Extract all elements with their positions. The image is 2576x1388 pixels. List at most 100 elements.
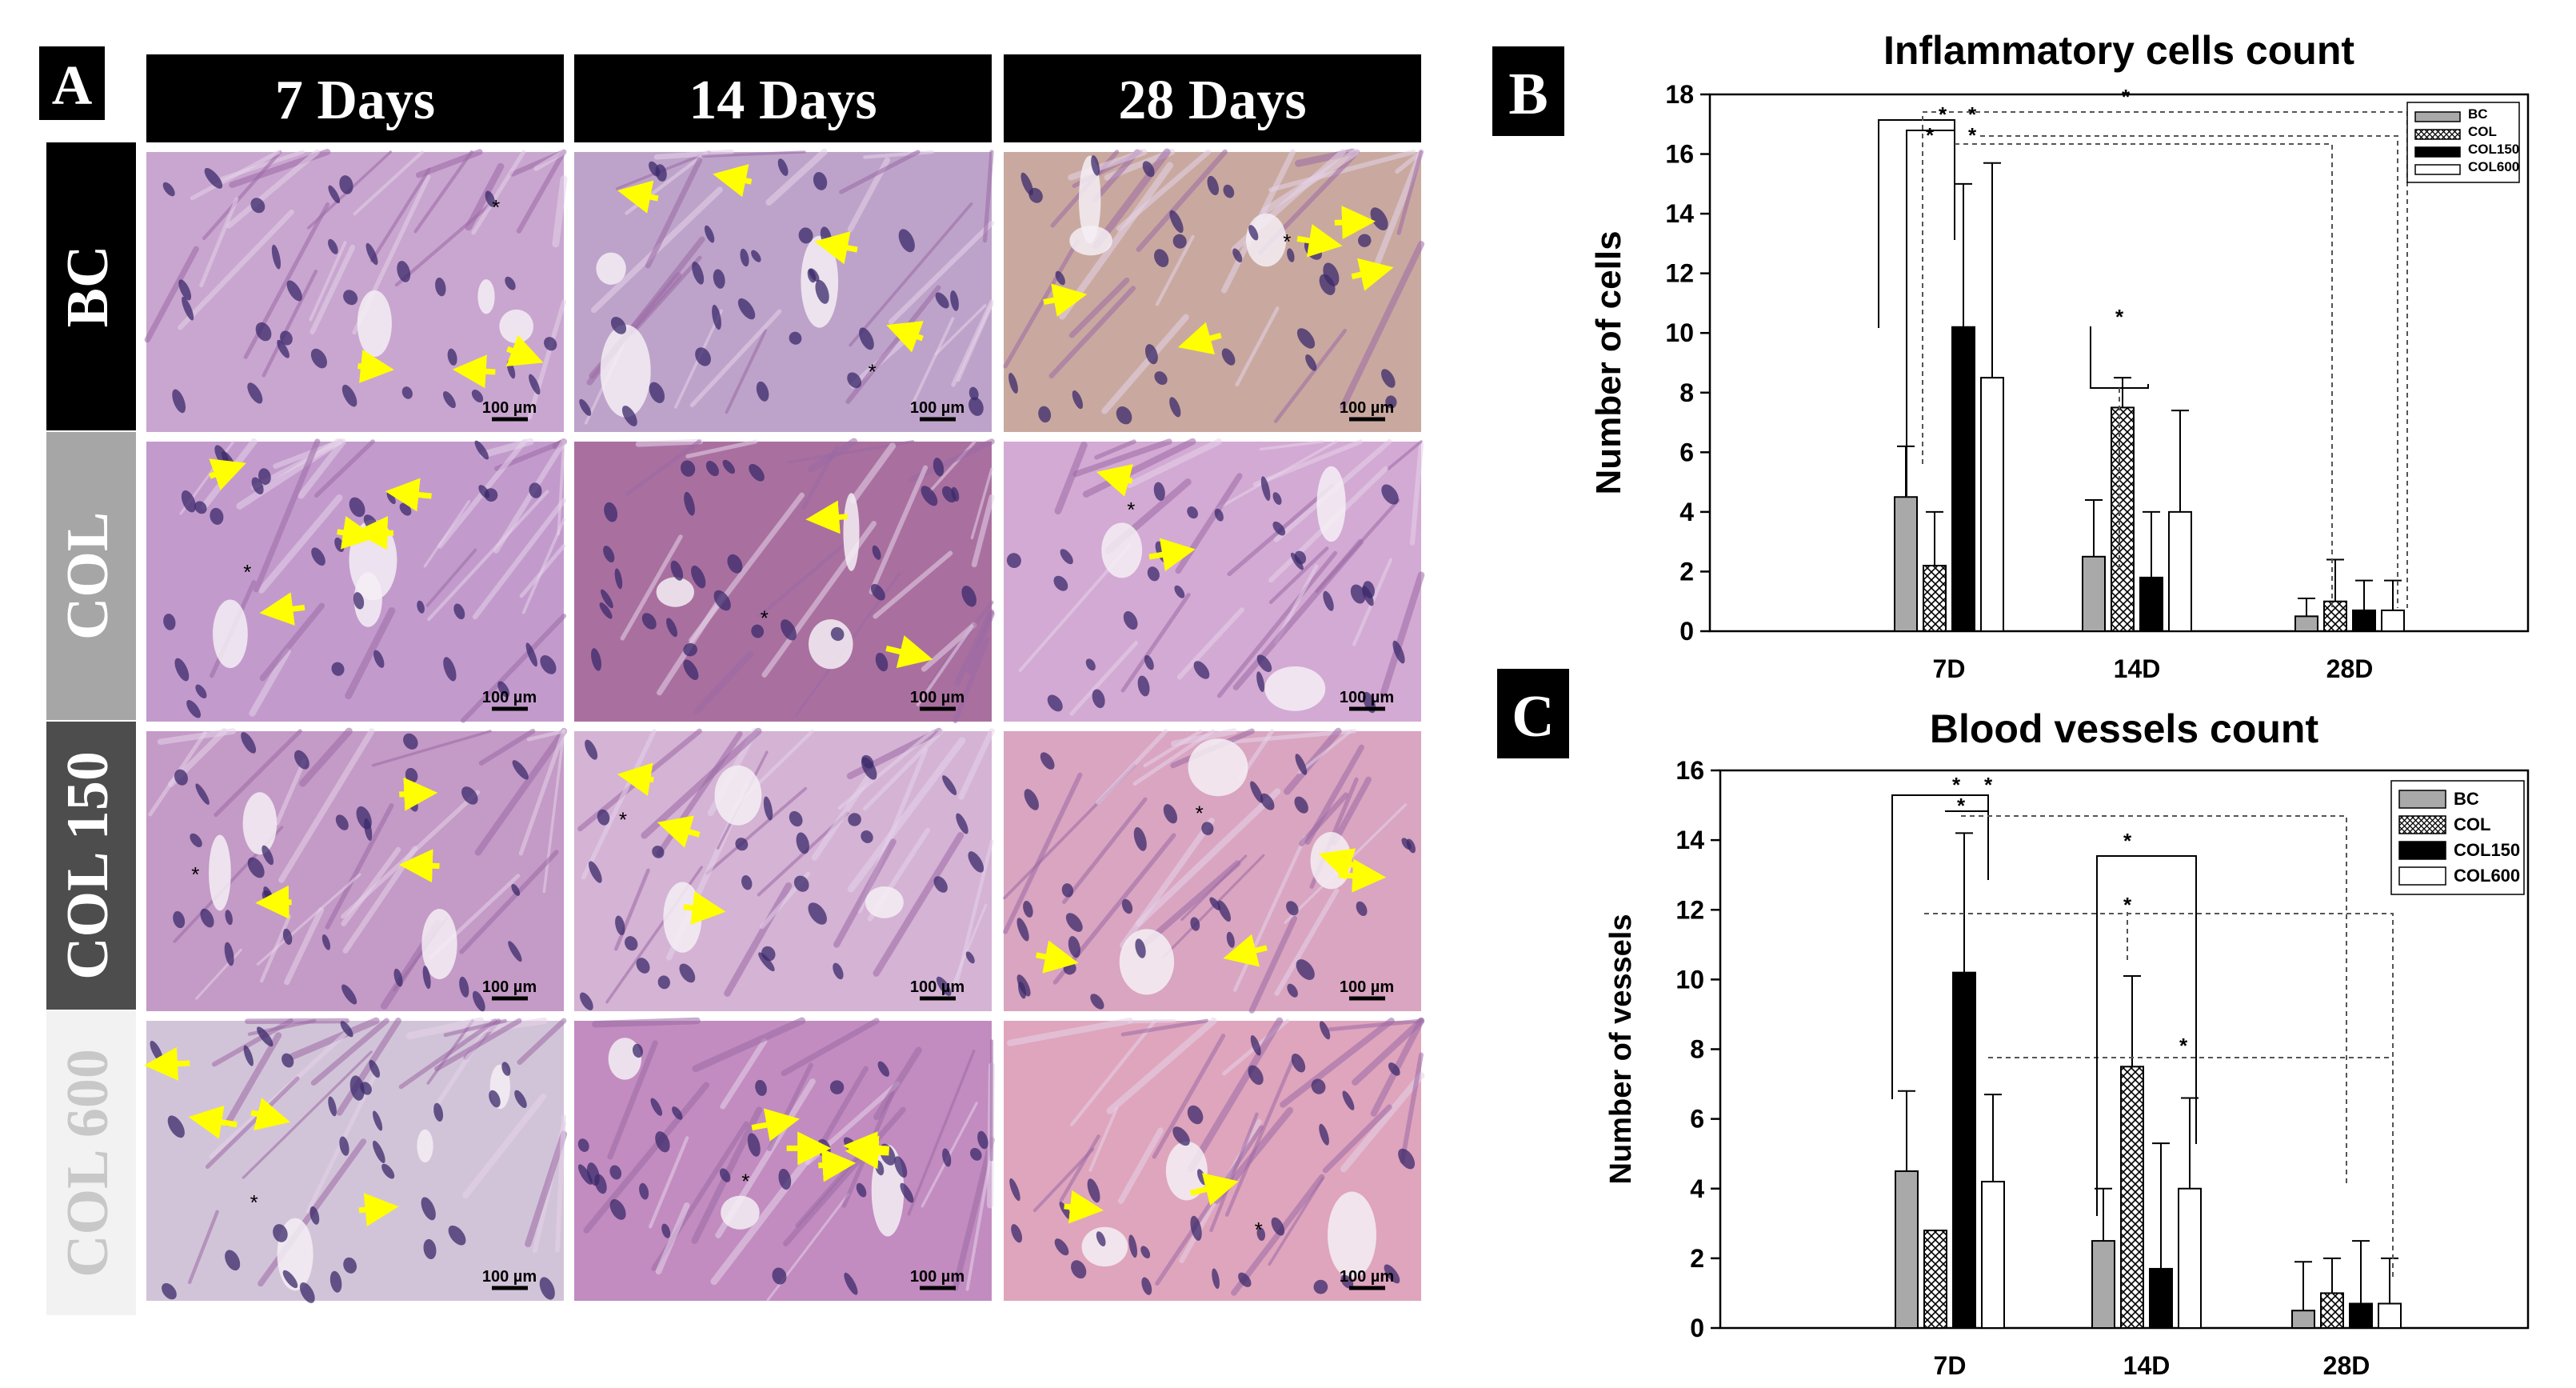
tissue-fiber [178,209,294,330]
tissue-fiber [527,299,566,420]
cell-nucleus [311,547,325,566]
panel-letter-box-c [1497,669,1569,758]
yellow-arrow-icon [259,592,306,626]
cell-nucleus [1141,1277,1152,1295]
significance-bracket [1891,794,1989,1099]
cell-nucleus [174,769,188,786]
tissue-fiber [757,539,850,618]
cell-nucleus [1092,689,1105,709]
cell-nucleus [579,992,593,1010]
bar-bc [1894,496,1918,632]
cell-nucleus [1085,658,1096,671]
x-tick-label: 7D [1933,654,1966,683]
legend-swatch [2398,841,2446,860]
tissue-fiber [620,534,683,641]
tissue-void [1264,666,1326,711]
cell-nucleus [968,397,984,416]
tissue-fiber [929,440,976,492]
cell-nucleus [448,1225,466,1246]
cell-nucleus [1250,781,1264,803]
cell-nucleus [1065,913,1083,932]
cell-nucleus [461,786,478,805]
yellow-arrow-icon [1177,322,1222,355]
tissue-fiber [1092,148,1171,250]
asterisk-marker: * [741,1169,749,1193]
cell-nucleus [735,838,749,851]
bar-bc [2091,1240,2115,1329]
asterisk-marker: * [243,560,251,584]
tissue-fiber [1261,148,1360,215]
y-tick-label: 4 [1679,498,1694,526]
tissue-void [721,1195,760,1230]
cell-nucleus [936,976,952,996]
significance-bracket [1878,119,1955,328]
cell-nucleus [1398,1148,1416,1170]
tissue-fiber [833,838,897,948]
yellow-arrow-icon [250,1098,290,1131]
scale-bar-label: 100 µm [482,689,537,706]
blood-vessels-chart: Blood vessels count 0 2 4 6 8 10 12 14 16 Number o… [1604,706,2530,1380]
tissue-fiber [259,602,325,682]
tissue-void [1101,522,1143,578]
tissue-void [600,324,651,418]
yellow-arrow-icon [683,891,726,925]
cell-nucleus [1147,566,1160,582]
cell-nucleus [501,1062,511,1076]
tissue-fiber [144,246,199,343]
x-tick-label: 28D [2326,654,2374,683]
cell-nucleus [340,1021,353,1038]
tissue-void [213,599,248,669]
cell-nucleus [577,1138,589,1152]
bar-col [2111,406,2135,632]
row-header-bg-col [46,432,136,720]
yellow-arrow-icon [353,516,394,550]
cell-nucleus [364,818,373,841]
cell-nucleus [588,861,602,883]
cell-nucleus [970,1147,982,1161]
tissue-fiber [655,1202,690,1275]
row-header-bg-col-150 [46,722,136,1010]
cell-nucleus [713,269,725,289]
cell-nucleus [173,910,186,929]
column-header-bg [146,54,564,142]
y-tick-label: 14 [1665,199,1694,228]
cell-nucleus [1190,1215,1202,1241]
cell-nucleus [751,624,765,638]
tissue-fiber [1400,1052,1424,1164]
tissue-fiber [517,1018,567,1066]
scale-bar-label: 100 µm [1340,399,1394,417]
cell-nucleus [505,276,516,290]
cell-nucleus [1009,1178,1020,1202]
cell-nucleus [195,684,207,698]
cell-nucleus [856,1182,867,1198]
cell-nucleus [1256,654,1272,673]
tissue-fiber [1069,641,1139,716]
scale-bar-label: 100 µm [482,1268,537,1286]
significance-bracket [1980,135,2398,608]
cell-nucleus [186,700,202,718]
chart-title: Inflammatory cells count [1883,28,2354,73]
cell-nucleus [870,583,885,601]
tissue-fiber [443,1018,507,1038]
column-headers: 7 Days 14 Days 28 Days [146,54,1421,142]
asterisk-marker: * [492,195,500,219]
cell-nucleus [433,1102,444,1122]
scale-bar-label: 100 µm [910,689,965,706]
bar-col [2320,1292,2344,1329]
cell-nucleus [1340,1274,1354,1289]
cell-nucleus [968,851,984,873]
tissue-fiber [405,1017,485,1040]
tissue-fiber [1101,314,1189,414]
tissue-void [1188,738,1248,797]
tissue-fiber [425,548,477,607]
tissue-fiber [1180,854,1248,922]
cell-nucleus [1163,804,1178,824]
tissue-fiber [432,1018,494,1111]
significance-star: * [1939,102,1947,126]
significance-bracket [1924,913,2394,1280]
cell-nucleus [250,198,266,214]
cell-nucleus [591,648,601,671]
tissue-fiber [888,220,995,325]
cell-nucleus [679,963,696,983]
cell-nucleus [443,657,457,682]
